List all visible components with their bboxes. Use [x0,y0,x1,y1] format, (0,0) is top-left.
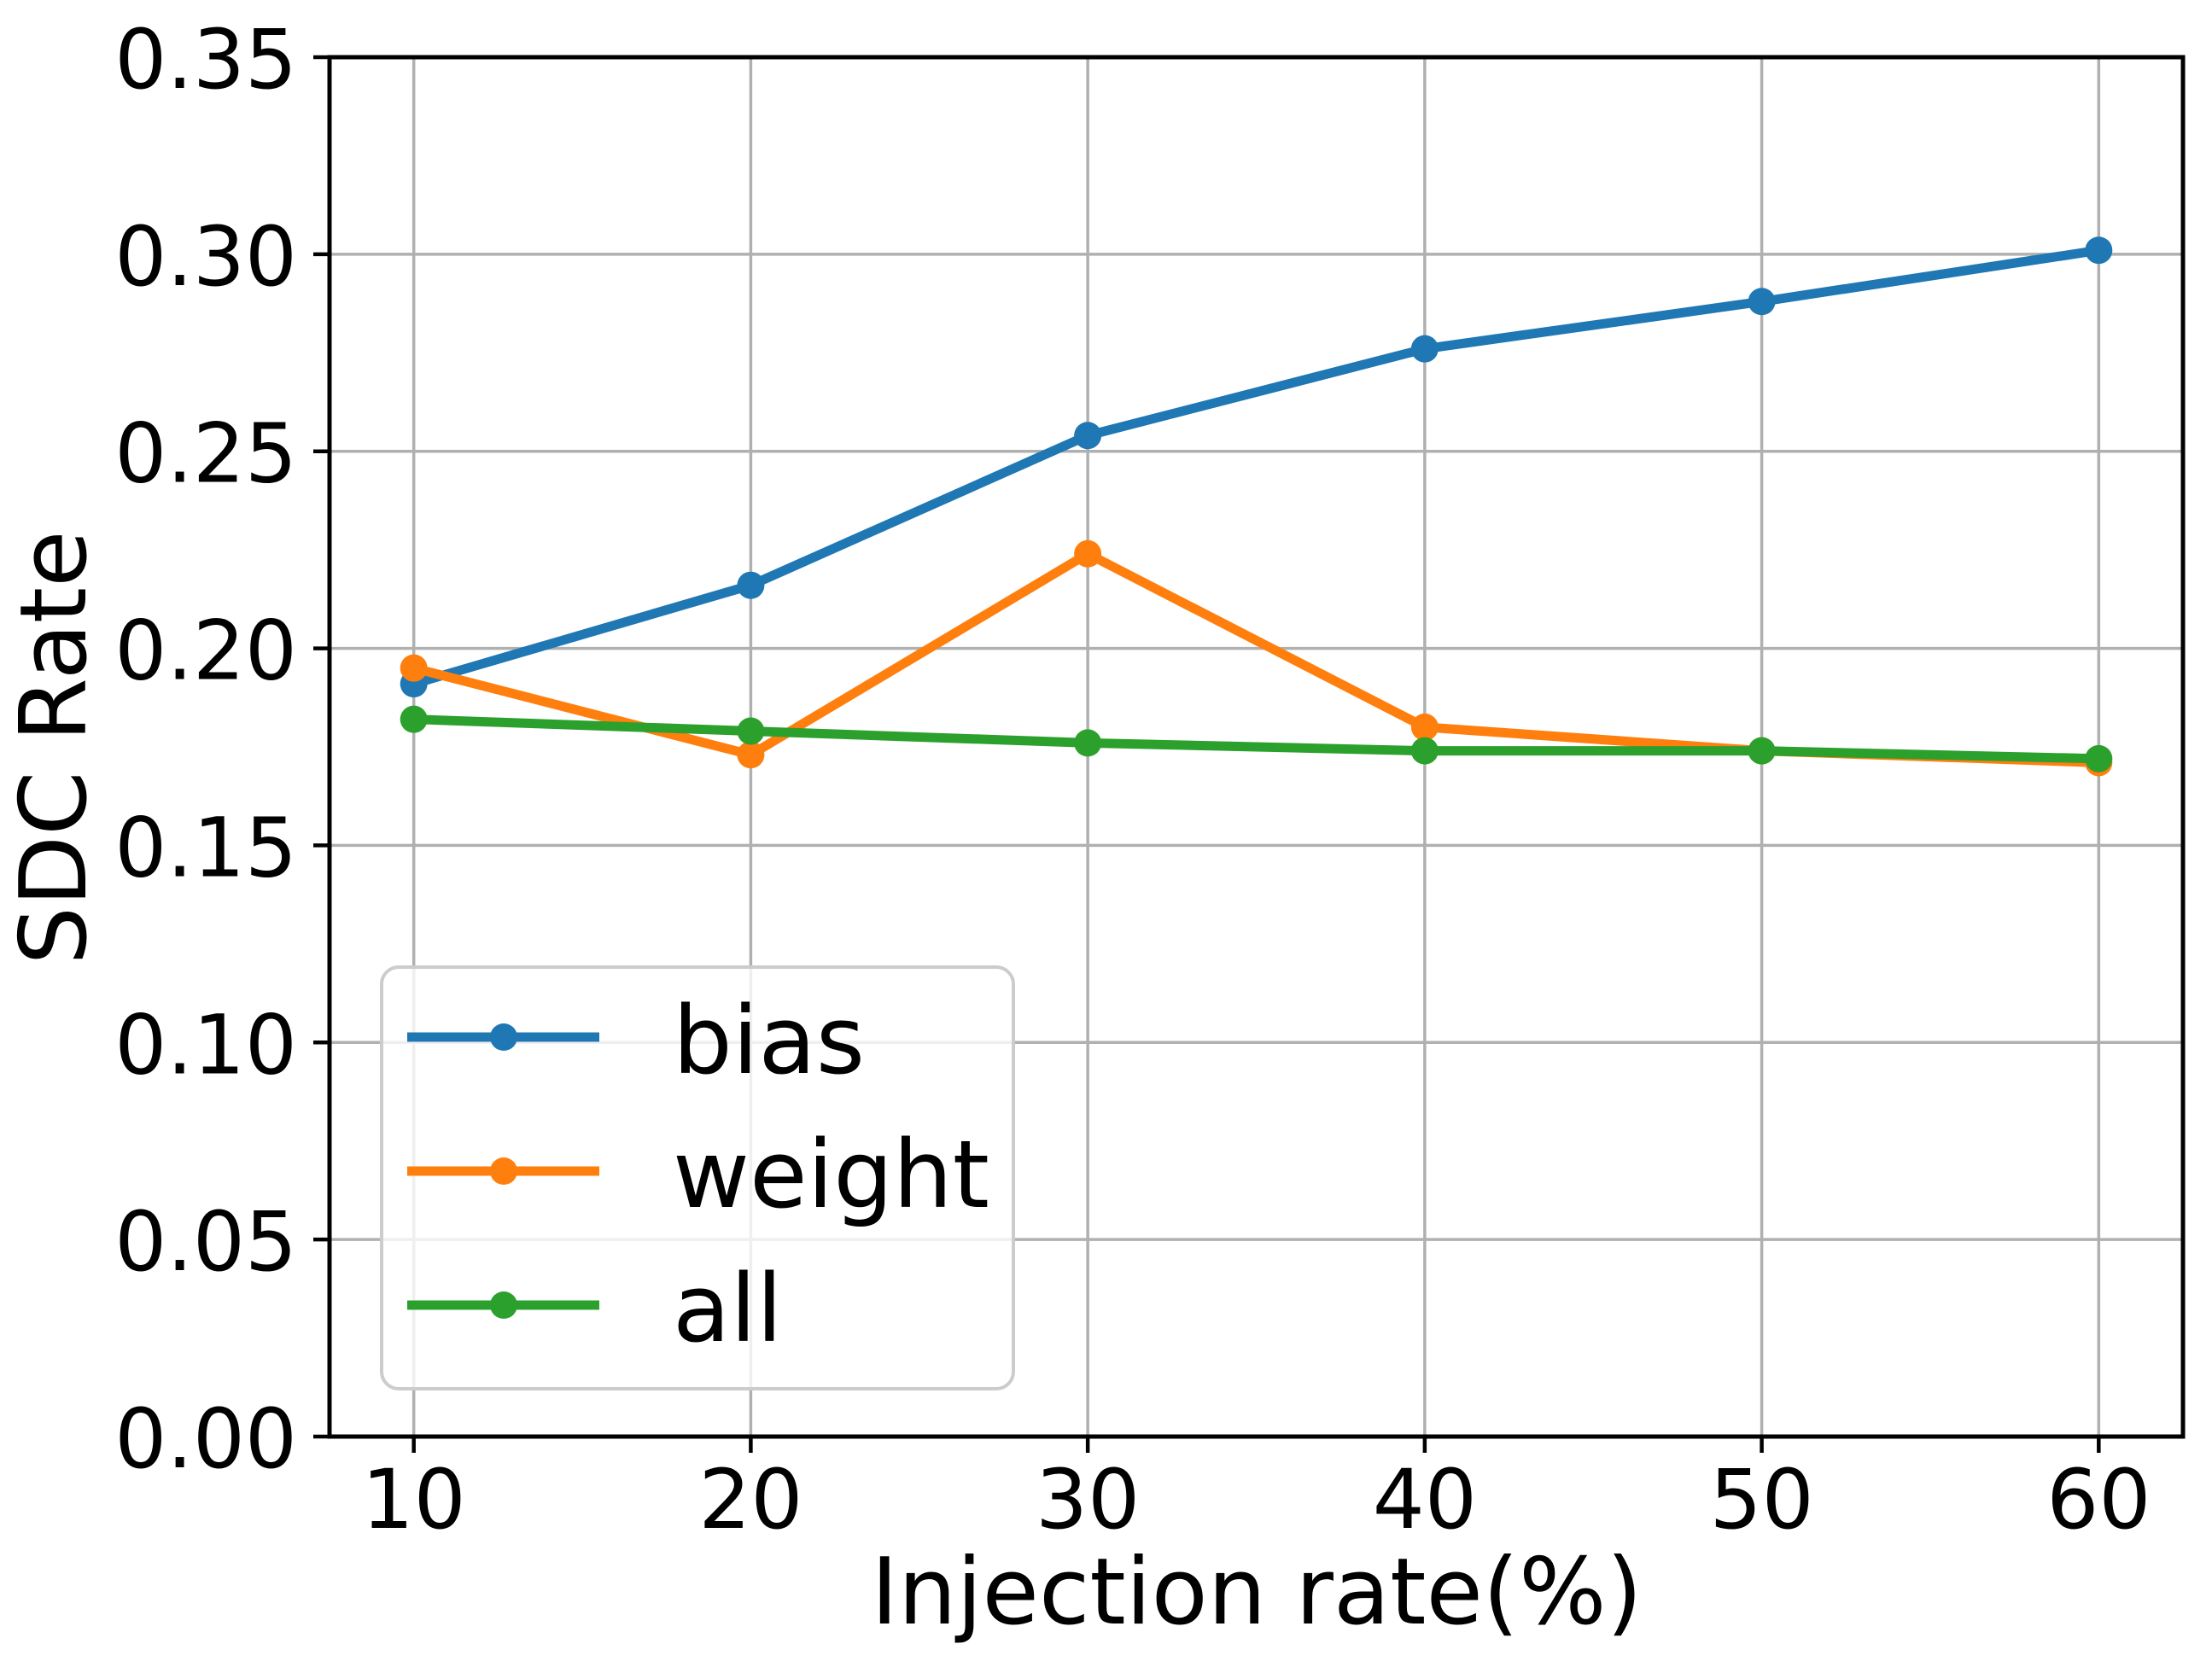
legend-item-all: all [407,1254,783,1363]
legend-marker-all [490,1291,517,1319]
data-point-bias-30 [1074,422,1102,450]
data-point-bias-50 [1748,288,1776,316]
legend-marker-bias [490,1023,517,1051]
data-point-bias-20 [737,571,765,599]
legend: bias weight all [380,965,1015,1390]
y-tick-label: 0.35 [114,12,297,108]
data-point-weight-10 [400,654,428,682]
legend-marker-weight [490,1157,517,1185]
y-tick-label: 0.10 [114,997,297,1093]
data-point-all-50 [1748,737,1776,765]
x-tick-label: 50 [1710,1452,1814,1548]
y-tick-label: 0.05 [114,1194,297,1290]
y-tick-label: 0.15 [114,800,297,895]
tick-layer [313,55,2101,1453]
legend-label-weight: weight [673,1120,989,1229]
legend-item-weight: weight [407,1120,989,1229]
data-point-all-20 [737,717,765,745]
data-point-all-40 [1410,737,1439,765]
y-tick-label: 0.30 [114,209,297,305]
data-point-weight-20 [737,741,765,769]
data-point-bias-40 [1410,335,1439,363]
data-point-weight-30 [1074,539,1102,568]
series-line-bias [412,245,2100,689]
data-point-weight-40 [1410,713,1439,741]
x-tick-label: 20 [698,1452,803,1548]
legend-label-bias: bias [673,986,865,1095]
legend-item-bias: bias [407,986,865,1095]
tick-label-layer: 0.00 0.05 0.10 0.15 0.20 0.25 0.30 0.35 10 20 30 40… [114,12,2151,1548]
series-line-all [413,714,2099,764]
x-axis-label: Injection rate(%) [871,1539,1643,1646]
legend-box [380,965,1015,1390]
y-tick-label: 0.20 [114,603,297,699]
data-point-all-60 [2085,744,2113,772]
x-tick-label: 60 [2046,1452,2151,1548]
y-tick-label: 0.25 [114,406,297,502]
x-tick-label: 40 [1373,1452,1477,1548]
y-tick-label: 0.00 [114,1391,297,1487]
x-tick-label: 30 [1036,1452,1140,1548]
data-point-all-10 [400,705,428,733]
series-layer [400,236,2113,777]
plot-border [327,55,2186,1439]
data-point-bias-60 [2085,236,2113,265]
x-tick-label: 10 [362,1452,466,1548]
y-axis-label: SDC Rate [1,530,108,965]
legend-label-all: all [673,1254,783,1363]
data-point-all-30 [1074,729,1102,757]
